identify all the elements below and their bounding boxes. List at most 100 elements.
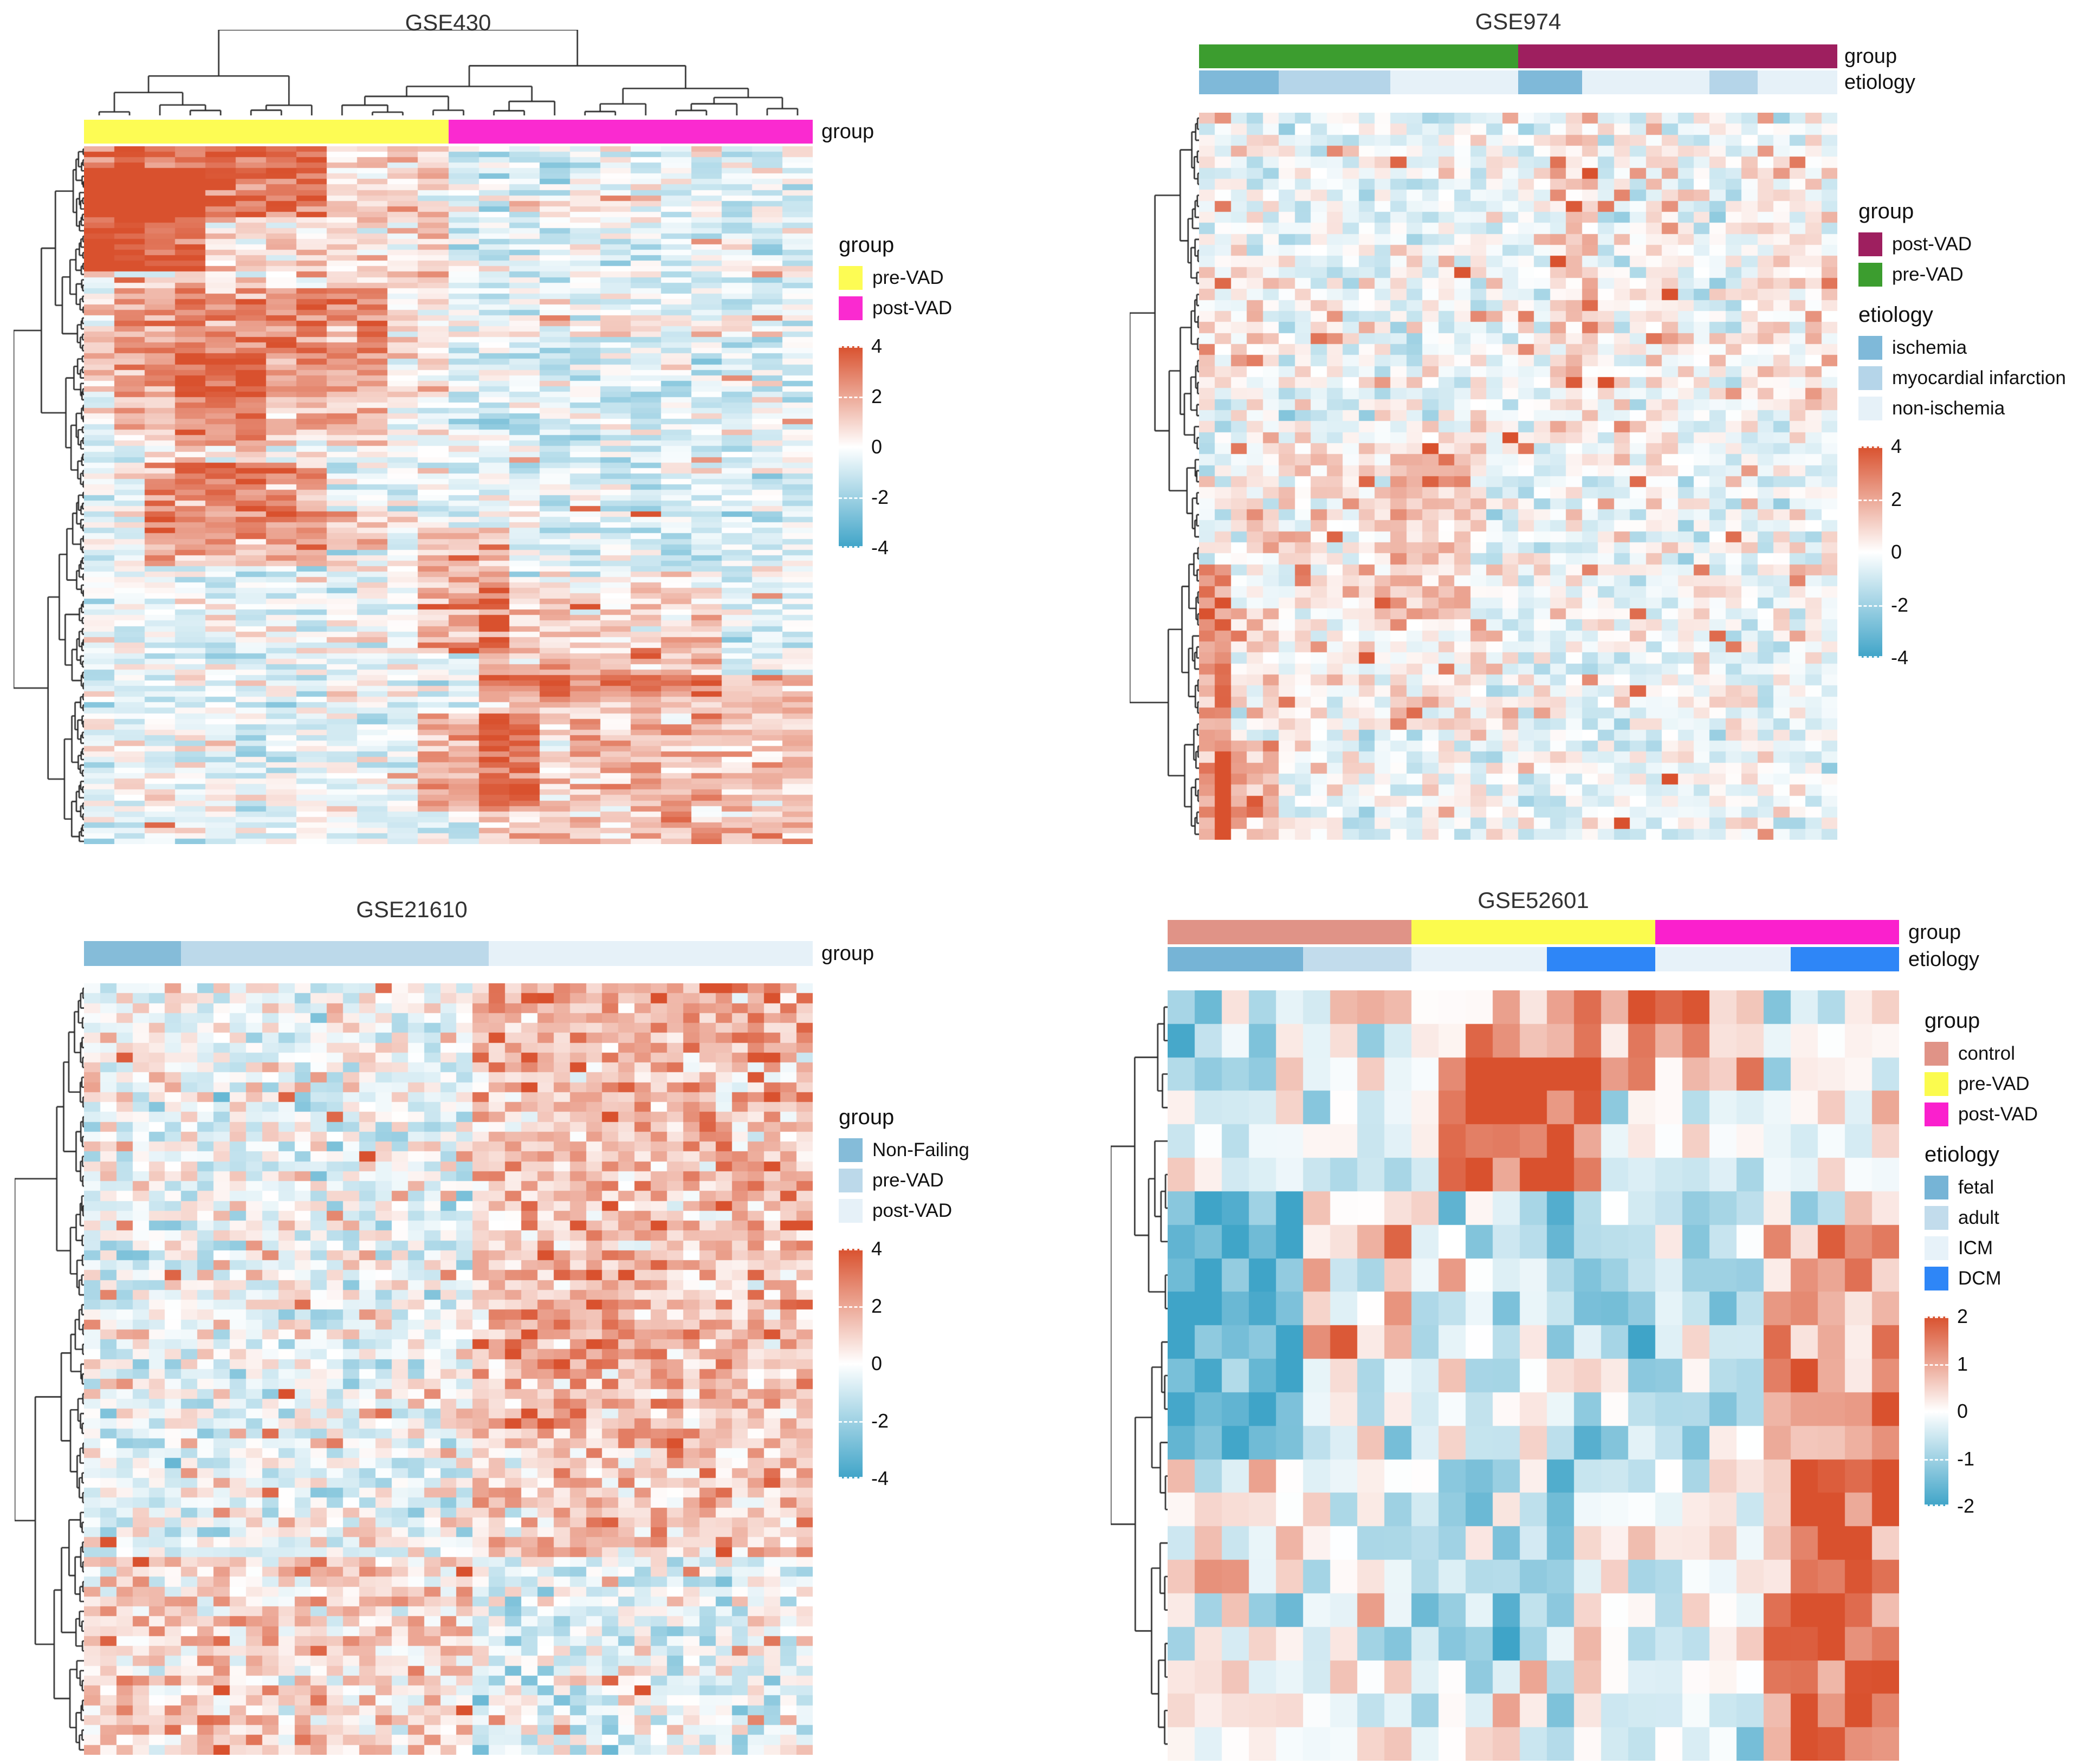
colorbar-tick-label: -1	[1957, 1448, 1975, 1470]
colorbar-tick-dash	[839, 397, 863, 398]
legend-item-label: control	[1958, 1043, 2016, 1064]
legend-item: ICM	[1925, 1236, 2086, 1260]
colorbar: 4 2 0 -2 -4	[1858, 435, 1983, 669]
colorbar-tick-label: -2	[1891, 594, 1909, 616]
annotation-bar-label: etiology	[1844, 71, 1915, 94]
annotation-segment-pre-VAD	[181, 941, 489, 966]
colorbar-tick-label: 2	[1957, 1305, 1968, 1327]
colorbar-tick-label: 0	[1891, 541, 1902, 563]
legend-item: myocardial infarction	[1858, 366, 2086, 390]
colorbar-tick-dash	[839, 1364, 863, 1365]
colorbar-tick-dash	[1925, 1411, 1948, 1413]
colorbar-tick-dash	[1925, 1364, 1948, 1366]
annotation-segment-non-ischemia	[1582, 70, 1710, 94]
colorbar: 4 2 0 -2 -4	[839, 1237, 963, 1489]
colorbar-tick-label: 1	[1957, 1353, 1968, 1375]
colorbar-tick-label: -2	[871, 1410, 889, 1432]
legend-item-label: post-VAD	[1892, 234, 1972, 255]
panel-title: GSE21610	[356, 897, 468, 922]
annotation-bar-etiology	[1199, 70, 1837, 94]
colorbar-tick-label: 2	[871, 1295, 883, 1317]
annotation-segment-pre-VAD	[1411, 920, 1655, 944]
annotation-bar-group	[1199, 44, 1837, 68]
row-dendrogram	[1130, 113, 1199, 840]
legend-swatch	[839, 1199, 863, 1223]
colorbar-tick-label: -2	[871, 486, 889, 508]
legend-swatch	[1925, 1206, 1948, 1230]
annotation-segment-myocardial infarction	[1709, 70, 1758, 94]
legend-item-label: pre-VAD	[1958, 1073, 2030, 1094]
legend-item: non-ischemia	[1858, 397, 2086, 420]
legend: group post-VAD pre-VAD etiology ischemia myoc…	[1858, 199, 2086, 669]
colorbar: 2 1 0 -1 -2	[1925, 1305, 2049, 1517]
legend-swatch	[839, 266, 863, 290]
legend-section-title: etiology	[1858, 303, 1933, 327]
legend-item: post-VAD	[1925, 1102, 2086, 1126]
legend-item: fetal	[1925, 1176, 2086, 1199]
legend-item: adult	[1925, 1206, 2086, 1230]
annotation-segment-ICM	[1655, 947, 1791, 971]
annotation-segment-ICM	[1411, 947, 1547, 971]
colorbar-tick-dash	[1858, 605, 1882, 607]
colorbar-tick-dash	[1858, 446, 1882, 448]
legend-swatch	[1925, 1072, 1948, 1096]
legend-item-label: ICM	[1958, 1237, 1993, 1259]
colorbar-tick-label: 2	[871, 385, 883, 407]
legend: group pre-VAD post-VAD 4 2 0 -2 -4	[839, 233, 1072, 559]
legend-item: Non-Failing	[839, 1138, 1072, 1162]
legend-swatch	[1858, 232, 1882, 256]
legend-item-label: post-VAD	[1958, 1104, 2038, 1125]
annotation-bar-etiology	[1168, 947, 1899, 971]
legend-swatch	[1925, 1042, 1948, 1066]
annotation-segment-post-VAD	[448, 120, 813, 144]
annotation-bar-group	[1168, 920, 1899, 944]
colorbar-tick-dash	[1925, 1459, 1948, 1461]
legend-swatch	[839, 296, 863, 320]
legend-swatch	[839, 1138, 863, 1162]
panel-title: GSE52601	[1478, 887, 1589, 913]
legend-item-label: post-VAD	[872, 297, 953, 319]
colorbar-tick-dash	[1858, 656, 1882, 658]
heatmap	[1168, 990, 1899, 1761]
annotation-segment-ischemia	[1199, 70, 1279, 94]
colorbar-tick-label: 4	[1891, 435, 1902, 457]
legend-item: post-VAD	[1858, 232, 2086, 256]
row-dendrogram	[14, 146, 84, 844]
legend: group control pre-VAD post-VAD etiology fetal…	[1925, 1009, 2086, 1517]
legend-item: pre-VAD	[1858, 263, 2086, 287]
colorbar-tick-dash	[1925, 1504, 1948, 1506]
annotation-bar-group	[84, 120, 813, 144]
legend-section-title: group	[839, 233, 895, 257]
colorbar-tick-label: -4	[871, 536, 889, 559]
annotation-segment-control	[1168, 920, 1411, 944]
annotation-segment-adult	[1303, 947, 1411, 971]
legend-section-title: group	[1925, 1009, 1980, 1033]
heatmap	[1199, 113, 1837, 840]
colorbar: 4 2 0 -2 -4	[839, 335, 963, 559]
legend-item-label: fetal	[1958, 1177, 1994, 1198]
annotation-segment-myocardial infarction	[1279, 70, 1391, 94]
legend-swatch	[1925, 1176, 1948, 1199]
colorbar-tick-dash	[1858, 552, 1882, 554]
legend-item-label: adult	[1958, 1207, 1999, 1228]
legend-swatch	[1858, 366, 1882, 390]
legend-swatch	[839, 1169, 863, 1192]
legend-item-label: pre-VAD	[1892, 264, 1964, 285]
legend-item: pre-VAD	[1925, 1072, 2086, 1096]
colorbar-tick-dash	[1925, 1316, 1948, 1318]
heatmap	[84, 146, 813, 844]
colorbar-tick-dash	[839, 497, 863, 499]
legend-section-title: group	[839, 1105, 895, 1129]
panel-title: GSE974	[1475, 9, 1562, 34]
annotation-segment-post-VAD	[1655, 920, 1899, 944]
annotation-bar-label: group	[821, 942, 874, 965]
legend-swatch	[1858, 263, 1882, 287]
legend-item: ischemia	[1858, 336, 2086, 360]
colorbar-tick-label: 4	[871, 335, 883, 357]
annotation-segment-ischemia	[1518, 70, 1582, 94]
legend-item-label: pre-VAD	[872, 1170, 944, 1191]
legend-item: post-VAD	[839, 1199, 1072, 1223]
legend-item-label: post-VAD	[872, 1200, 953, 1221]
legend-item: DCM	[1925, 1267, 2086, 1290]
legend-item: post-VAD	[839, 296, 1072, 320]
